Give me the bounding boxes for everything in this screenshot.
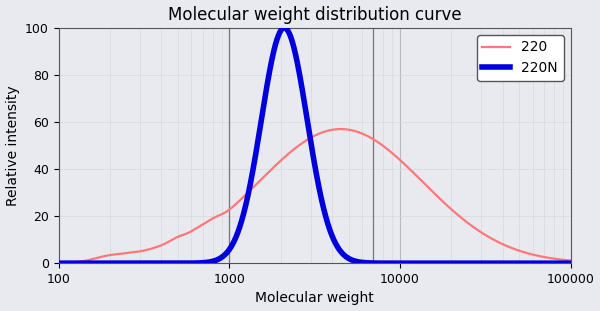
220	[251, 184, 259, 188]
Line: 220N: 220N	[59, 28, 571, 263]
220N	[557, 261, 564, 265]
220	[557, 258, 564, 261]
220	[113, 252, 121, 256]
220	[337, 127, 344, 131]
220N	[502, 261, 509, 265]
220	[274, 162, 281, 166]
220	[567, 259, 574, 262]
220N	[567, 261, 574, 265]
220N	[251, 157, 259, 160]
220N	[274, 37, 281, 41]
Y-axis label: Relative intensity: Relative intensity	[5, 85, 20, 206]
220N	[55, 261, 62, 265]
220N	[113, 261, 121, 265]
220N	[144, 261, 151, 265]
X-axis label: Molecular weight: Molecular weight	[255, 291, 374, 305]
220N	[281, 26, 288, 30]
220	[502, 244, 509, 247]
Title: Molecular weight distribution curve: Molecular weight distribution curve	[168, 6, 461, 24]
220	[144, 248, 151, 252]
220	[55, 261, 62, 265]
Line: 220: 220	[59, 129, 571, 263]
Legend: 220, 220N: 220, 220N	[477, 35, 563, 81]
